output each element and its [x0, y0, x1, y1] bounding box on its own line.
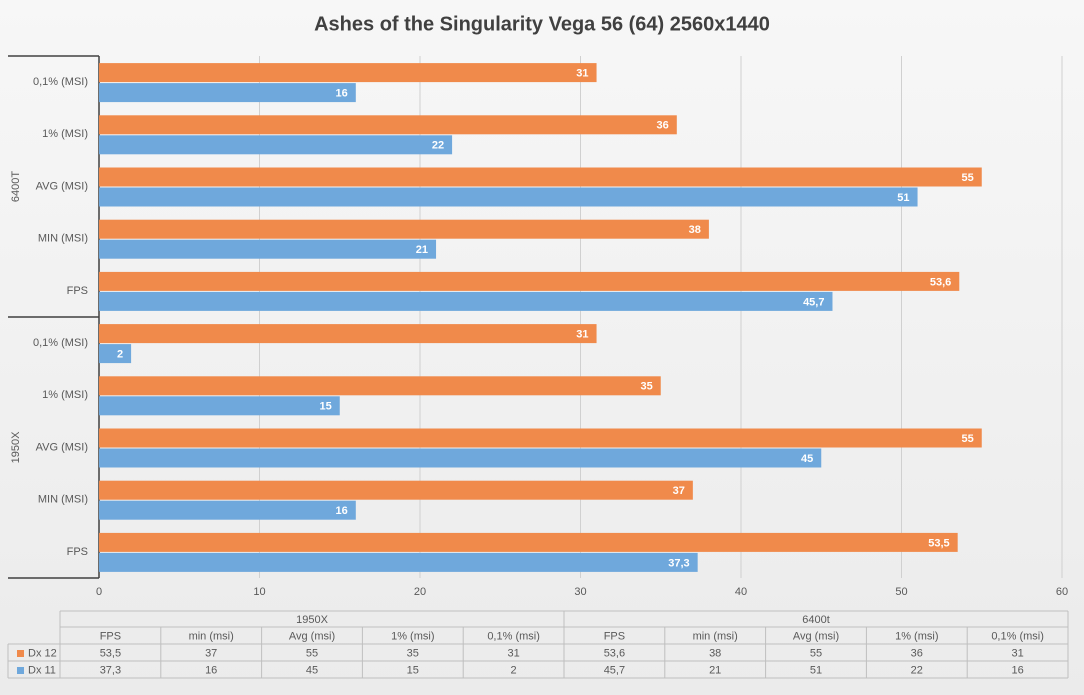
table-cell: 45	[306, 664, 318, 676]
value-label: 2	[117, 349, 123, 361]
table-cell: 31	[507, 647, 519, 659]
value-label: 45,7	[803, 296, 824, 308]
y-tick-label: FPS	[67, 285, 88, 297]
table-cell: 21	[709, 664, 721, 676]
table-cell: 15	[407, 664, 419, 676]
bar	[99, 63, 597, 83]
table-cell: 36	[911, 647, 923, 659]
y-tick-label: FPS	[67, 546, 88, 558]
table-cell: 2	[511, 664, 517, 676]
legend-swatch	[17, 667, 24, 674]
y-tick-label: 0,1% (MSI)	[33, 337, 88, 349]
bar	[99, 135, 453, 155]
table-cell: 37	[205, 647, 217, 659]
value-label: 45	[801, 453, 813, 465]
table-cell: 53,5	[100, 647, 121, 659]
x-tick-label: 30	[574, 586, 586, 598]
value-label: 53,5	[928, 537, 949, 549]
table-cell: 16	[205, 664, 217, 676]
table-header: min (msi)	[189, 630, 234, 642]
y-tick-label: MIN (MSI)	[38, 494, 88, 506]
table-header: Avg (msi)	[289, 630, 335, 642]
x-tick-label: 60	[1056, 586, 1068, 598]
y-tick-label: 0,1% (MSI)	[33, 76, 88, 88]
bar	[99, 83, 356, 103]
value-label: 35	[641, 381, 653, 393]
table-header: 0,1% (msi)	[487, 630, 540, 642]
table-header: Avg (msi)	[793, 630, 839, 642]
chart-title: Ashes of the Singularity Vega 56 (64) 25…	[314, 13, 770, 35]
x-tick-label: 0	[96, 586, 102, 598]
legend-label: Dx 12	[28, 647, 57, 659]
table-group-header: 6400t	[802, 614, 830, 626]
x-tick-label: 10	[253, 586, 265, 598]
table-cell: 35	[407, 647, 419, 659]
value-label: 22	[432, 140, 444, 152]
value-label: 21	[416, 244, 428, 256]
value-label: 55	[962, 433, 974, 445]
table-cell: 55	[810, 647, 822, 659]
x-tick-label: 20	[414, 586, 426, 598]
legend-swatch	[17, 650, 24, 657]
group-label: 1950X	[10, 431, 22, 463]
table-cell: 22	[911, 664, 923, 676]
x-tick-label: 40	[735, 586, 747, 598]
table-cell: 37,3	[100, 664, 121, 676]
bar	[99, 324, 597, 344]
value-label: 16	[336, 505, 348, 517]
bar	[99, 428, 982, 448]
y-tick-label: 1% (MSI)	[42, 128, 88, 140]
bar	[99, 219, 709, 239]
value-label: 16	[336, 88, 348, 100]
table-header: FPS	[604, 630, 625, 642]
group-label: 6400T	[10, 171, 22, 202]
table-header: FPS	[100, 630, 121, 642]
table-cell: 53,6	[604, 647, 625, 659]
y-tick-label: AVG (MSI)	[36, 180, 88, 192]
x-tick-label: 50	[895, 586, 907, 598]
bar	[99, 115, 677, 135]
value-label: 53,6	[930, 276, 951, 288]
value-label: 38	[689, 224, 701, 236]
bar	[99, 532, 958, 552]
value-label: 31	[576, 68, 588, 80]
bar	[99, 167, 982, 187]
y-tick-label: MIN (MSI)	[38, 233, 88, 245]
value-label: 55	[962, 172, 974, 184]
table-header: 1% (msi)	[391, 630, 434, 642]
bar	[99, 291, 833, 311]
value-label: 51	[897, 192, 909, 204]
bar	[99, 500, 356, 520]
table-header: 0,1% (msi)	[991, 630, 1044, 642]
bar	[99, 271, 960, 291]
bar	[99, 448, 822, 468]
bar	[99, 396, 340, 416]
table-cell: 16	[1011, 664, 1023, 676]
table-group-header: 1950X	[296, 614, 328, 626]
value-label: 31	[576, 329, 588, 341]
value-label: 37,3	[668, 557, 689, 569]
bar	[99, 239, 437, 259]
legend-label: Dx 11	[28, 664, 56, 676]
bar	[99, 552, 698, 572]
table-cell: 45,7	[604, 664, 625, 676]
value-label: 37	[673, 485, 685, 497]
y-tick-label: 1% (MSI)	[42, 389, 88, 401]
bar	[99, 187, 918, 207]
value-label: 15	[320, 401, 332, 413]
bar	[99, 480, 693, 500]
value-label: 36	[657, 120, 669, 132]
bar	[99, 344, 132, 364]
y-tick-label: AVG (MSI)	[36, 441, 88, 453]
table-header: min (msi)	[693, 630, 738, 642]
table-cell: 38	[709, 647, 721, 659]
bar	[99, 376, 661, 396]
table-cell: 51	[810, 664, 822, 676]
table-header: 1% (msi)	[895, 630, 938, 642]
table-cell: 55	[306, 647, 318, 659]
table-cell: 31	[1011, 647, 1023, 659]
